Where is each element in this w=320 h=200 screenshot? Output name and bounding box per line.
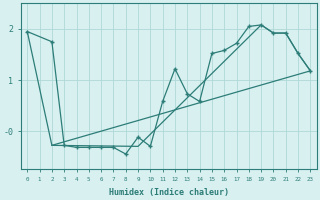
X-axis label: Humidex (Indice chaleur): Humidex (Indice chaleur): [109, 188, 229, 197]
